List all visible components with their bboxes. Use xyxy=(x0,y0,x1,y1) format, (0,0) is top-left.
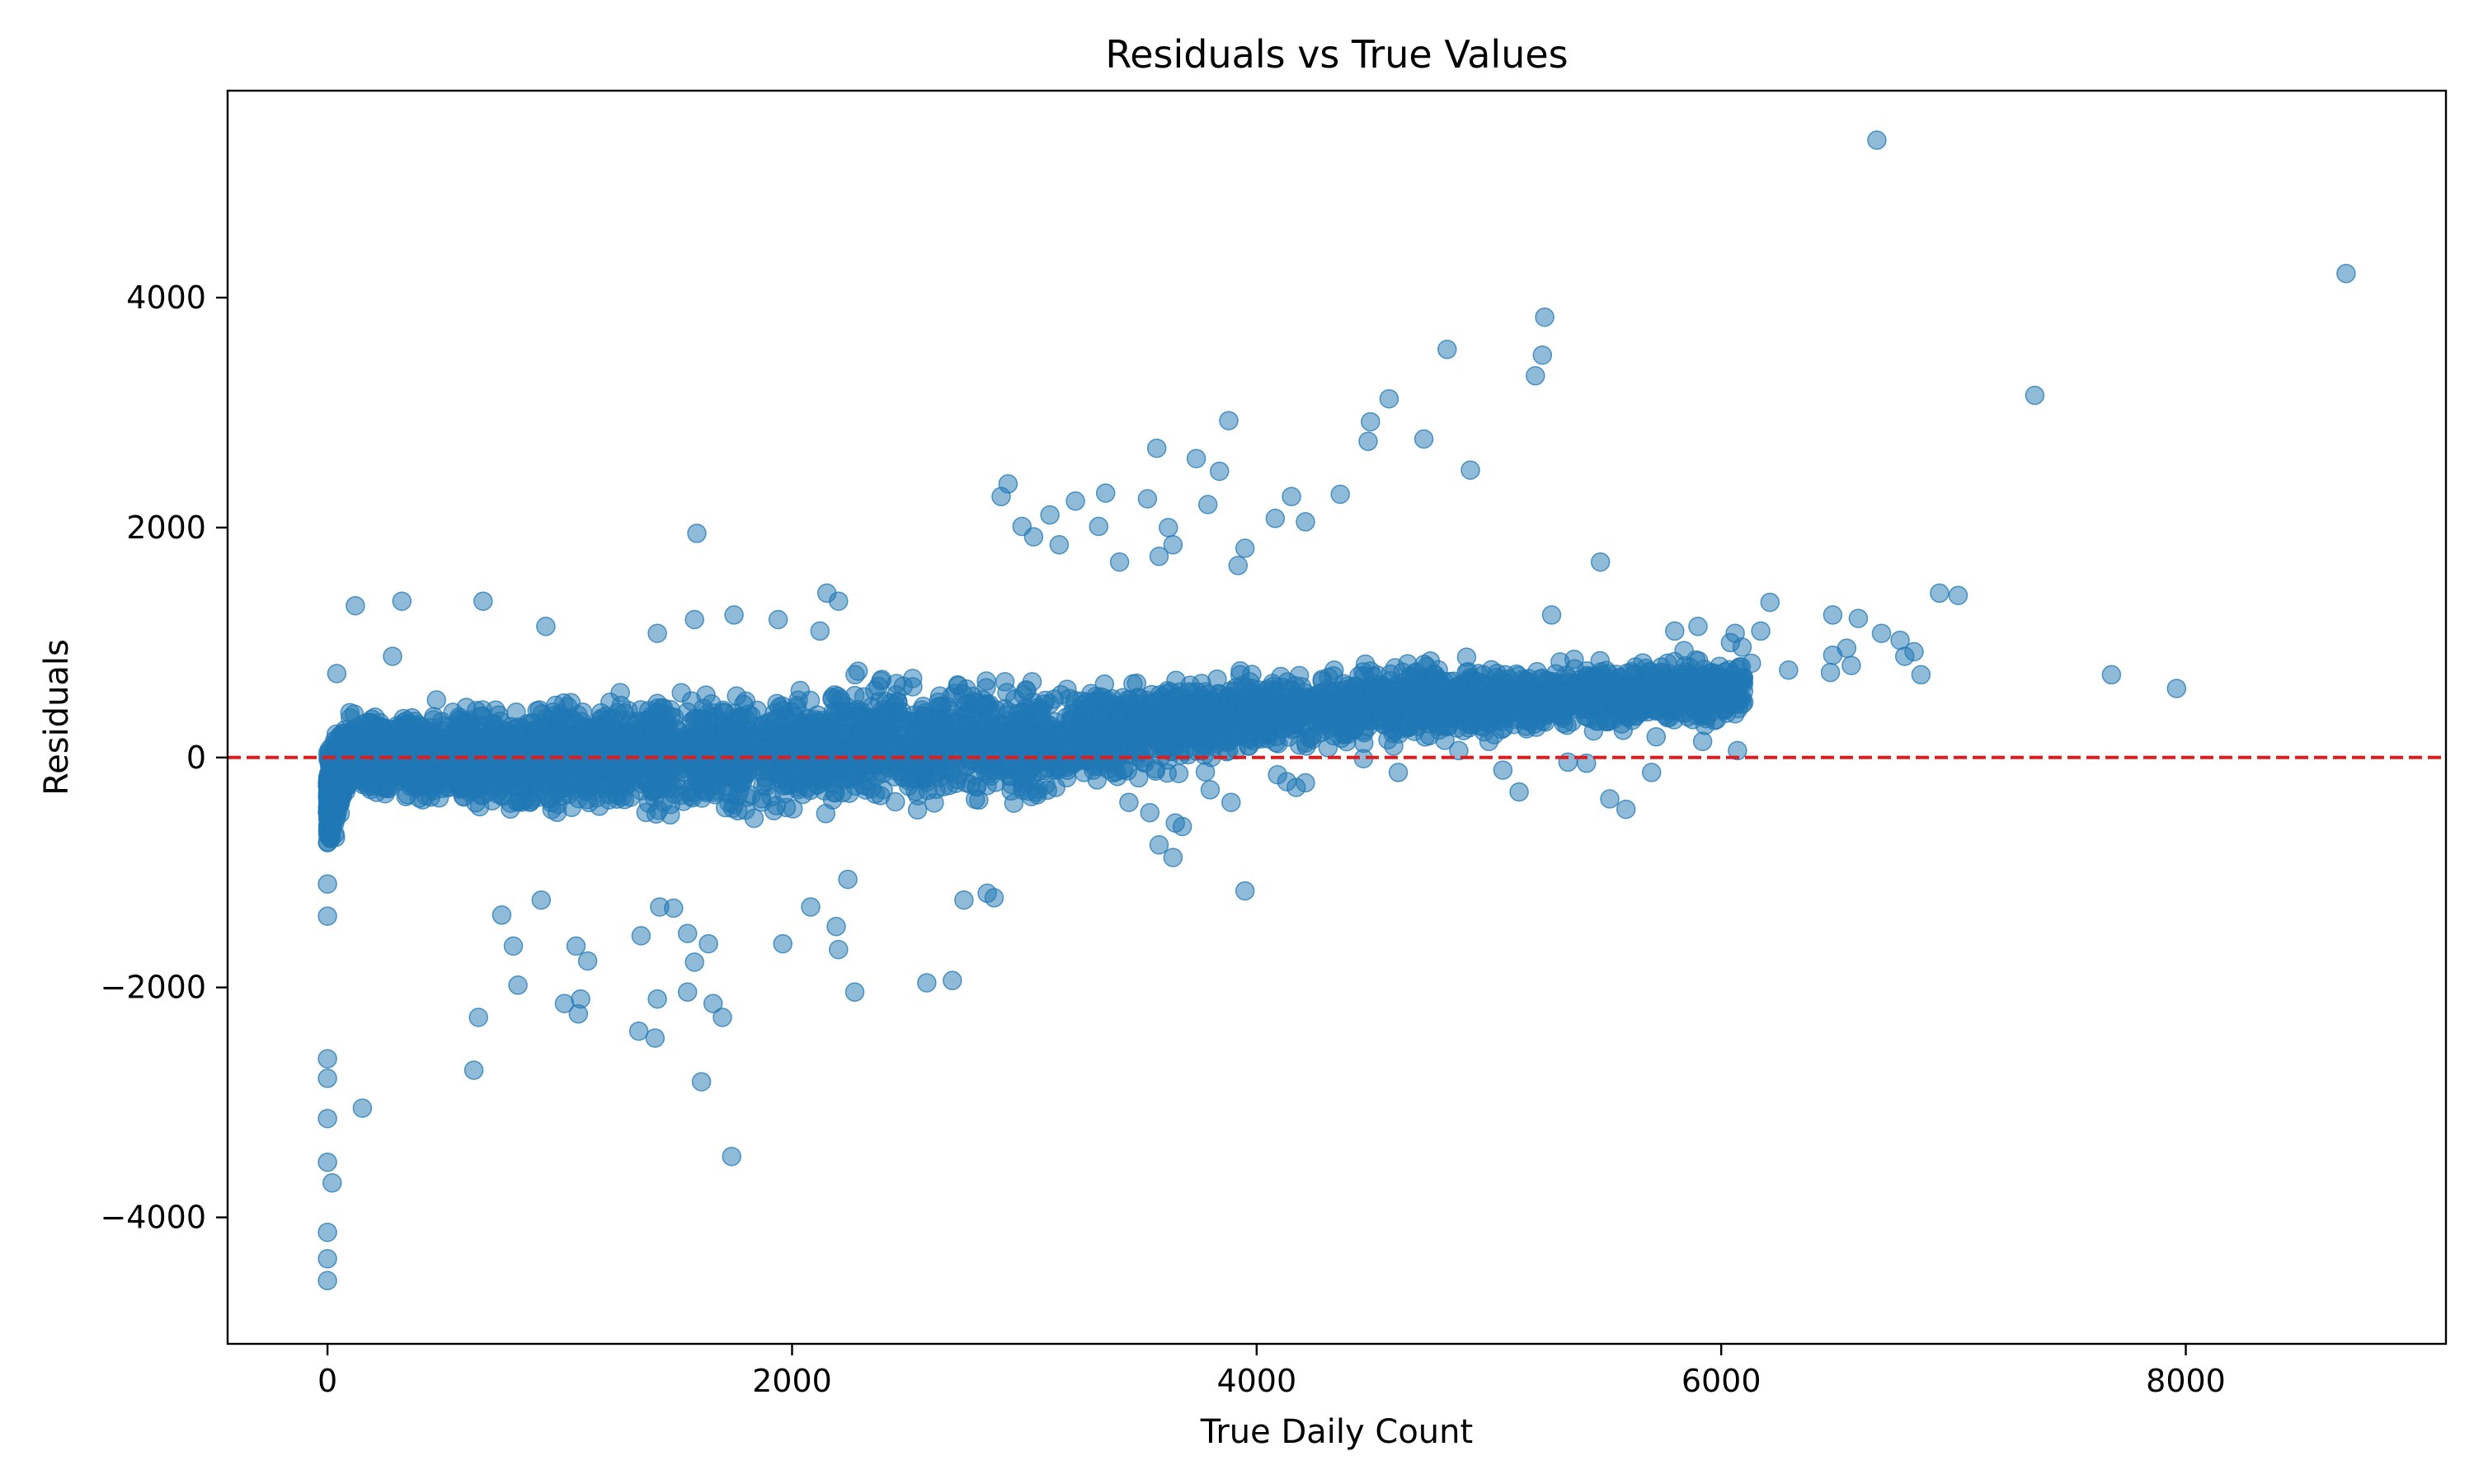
data-point xyxy=(610,683,630,702)
data-point xyxy=(924,793,944,813)
data-point xyxy=(1312,669,1333,689)
data-point xyxy=(788,690,808,710)
data-point xyxy=(751,789,772,809)
data-point xyxy=(1126,674,1147,693)
data-point xyxy=(588,777,609,798)
data-point xyxy=(995,672,1015,692)
data-point xyxy=(887,674,906,693)
chart-title: Residuals vs True Values xyxy=(1105,32,1568,77)
data-point xyxy=(1057,679,1077,699)
data-point xyxy=(1655,669,1675,688)
data-point xyxy=(454,787,474,807)
data-point xyxy=(696,685,716,705)
data-point xyxy=(1194,745,1215,765)
data-point xyxy=(848,661,868,681)
data-point xyxy=(816,804,836,824)
data-point xyxy=(1524,714,1545,735)
data-point xyxy=(618,701,638,721)
data-point xyxy=(604,783,625,803)
data-point xyxy=(797,777,818,798)
data-point xyxy=(1103,763,1123,783)
data-point xyxy=(1401,667,1422,687)
data-points xyxy=(317,130,2356,1291)
data-point xyxy=(449,717,468,738)
data-point xyxy=(885,791,905,812)
data-point xyxy=(1478,711,1498,732)
data-point xyxy=(736,800,755,820)
data-point xyxy=(466,701,487,721)
data-point xyxy=(715,797,736,818)
data-point xyxy=(1021,787,1042,806)
data-point xyxy=(592,725,613,745)
data-point xyxy=(671,683,691,703)
data-point xyxy=(1195,762,1216,782)
data-point xyxy=(865,681,885,701)
data-point xyxy=(862,778,882,799)
data-point xyxy=(1596,711,1616,731)
data-point xyxy=(822,688,842,707)
data-point xyxy=(673,791,694,811)
data-point xyxy=(849,705,869,726)
data-point xyxy=(591,702,611,723)
data-point xyxy=(426,690,447,710)
data-point xyxy=(1157,763,1178,783)
data-point xyxy=(1112,688,1133,707)
data-point xyxy=(1004,793,1024,813)
data-point xyxy=(1035,690,1056,711)
data-point xyxy=(849,756,868,776)
data-point xyxy=(714,722,735,742)
